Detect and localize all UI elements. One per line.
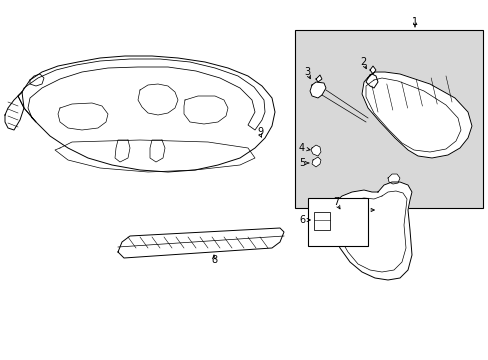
- Text: 9: 9: [256, 127, 263, 137]
- Polygon shape: [18, 56, 274, 172]
- Text: 6: 6: [298, 215, 305, 225]
- Polygon shape: [309, 82, 325, 98]
- Bar: [294, 30, 482, 208]
- Polygon shape: [339, 210, 353, 224]
- Bar: [307, 198, 367, 246]
- Text: 3: 3: [304, 67, 309, 77]
- Text: 8: 8: [210, 255, 217, 265]
- Polygon shape: [365, 74, 377, 88]
- Text: 4: 4: [298, 143, 305, 153]
- Polygon shape: [30, 74, 44, 86]
- Polygon shape: [118, 228, 284, 258]
- Polygon shape: [361, 72, 471, 158]
- Text: 1: 1: [411, 17, 417, 27]
- Bar: [313, 212, 329, 230]
- Text: 7: 7: [332, 197, 339, 207]
- Polygon shape: [315, 75, 321, 82]
- Text: 2: 2: [359, 57, 366, 67]
- Polygon shape: [327, 182, 411, 280]
- Text: 5: 5: [298, 158, 305, 168]
- Polygon shape: [369, 66, 375, 74]
- Polygon shape: [311, 157, 320, 167]
- Polygon shape: [310, 145, 320, 156]
- Polygon shape: [387, 174, 399, 184]
- Polygon shape: [5, 92, 24, 130]
